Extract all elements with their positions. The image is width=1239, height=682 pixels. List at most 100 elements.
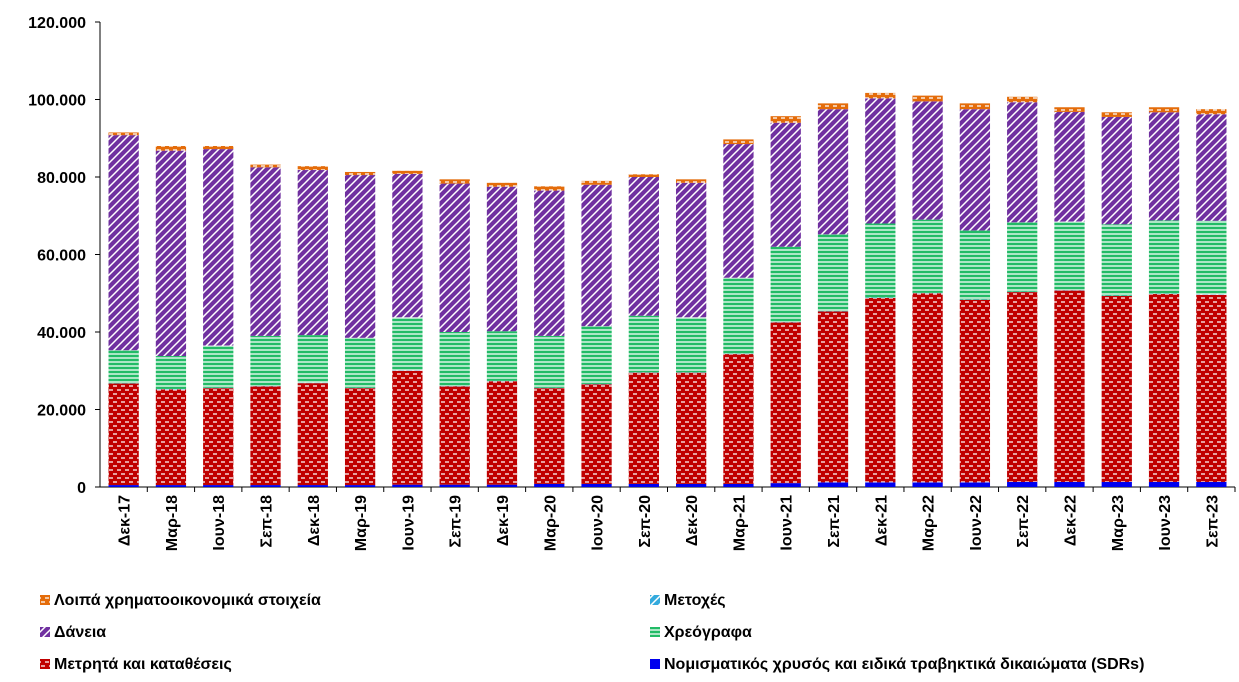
bar-segment [109,132,139,135]
bar-segment [629,316,659,373]
bar-segment [1149,112,1179,220]
bar-segment [1054,107,1084,112]
y-tick-label: 120.000 [28,15,86,32]
x-tick-label: Μαρ-21 [731,495,748,551]
y-tick-label: 60.000 [37,248,86,265]
bar-segment [1196,114,1226,221]
bar-segment [960,300,990,483]
bar-segment [1054,291,1084,482]
bar-segment [440,179,470,183]
bar-segment [203,388,233,485]
bar-segment [392,171,422,174]
bar-segment [629,177,659,316]
legend-swatch [650,627,660,637]
bar-segment [250,386,280,485]
bar-segment [771,247,801,322]
bar-segment [156,151,186,356]
bar-segment [250,485,280,487]
bar-segment [1054,112,1084,222]
bar-segment [1007,97,1037,102]
x-tick-label: Σεπ-21 [826,495,843,548]
bar-segment [392,371,422,485]
bar-segment [298,383,328,485]
x-tick-label: Δεκ-19 [495,495,512,546]
bar-segment [156,485,186,487]
bar-segment [1149,107,1179,112]
bar-segment [865,93,895,98]
bar-segment [818,234,848,311]
bar-segment [818,311,848,482]
bar-segment [1149,220,1179,293]
x-tick-label: Σεπ-23 [1204,495,1221,548]
bar-segment [676,373,706,484]
bar-segment [345,172,375,175]
legend-swatch [650,659,660,669]
x-tick-label: Μαρ-23 [1110,495,1127,551]
bar-segment [1102,117,1132,224]
bar-segment [912,101,942,219]
bar-segment [440,332,470,386]
bar-segment [1007,482,1037,487]
bar-segment [109,350,139,383]
x-tick-label: Ιουν-18 [211,495,228,551]
bar-segment [487,381,517,484]
bar-segment [629,174,659,177]
bar-segment [676,484,706,487]
bar-segment [1102,296,1132,482]
bar-segment [1102,112,1132,117]
bar-segment [960,109,990,230]
bar-segment [487,187,517,332]
bar-segment [156,356,186,389]
bar-segment [250,167,280,336]
bar-segment [912,96,942,102]
x-tick-label: Δεκ-21 [873,495,890,546]
bar-segment [960,103,990,109]
bar-segment [156,146,186,151]
y-tick-label: 80.000 [37,170,86,187]
x-tick-label: Σεπ-18 [259,495,276,548]
bar-segment [960,482,990,487]
x-tick-label: Σεπ-22 [1015,495,1032,548]
bar-segment [771,322,801,483]
bar-segment [487,485,517,487]
bar-segment [1149,482,1179,487]
bar-segment [581,484,611,487]
bar-segment [203,146,233,149]
bar-segment [723,354,753,484]
legend-label: Μετοχές [664,592,726,609]
bar-segment [1196,482,1226,487]
bar-segment [581,384,611,484]
bar-segment [1102,224,1132,295]
bar-segment [109,135,139,350]
bar-segment [392,485,422,487]
x-tick-label: Ιουν-21 [779,495,796,551]
bar-segment [865,98,895,223]
bar-segment [1102,482,1132,487]
bar-segment [392,317,422,370]
bar-segment [912,220,942,293]
bar-segment [1007,292,1037,482]
bar-segment [818,482,848,487]
bar-segment [1054,222,1084,291]
y-tick-label: 100.000 [28,93,86,110]
bar-segment [345,388,375,485]
bar-segment [534,191,564,336]
bar-segment [771,116,801,123]
y-tick-label: 0 [77,480,86,497]
bar-segment [109,485,139,487]
bar-segment [1196,295,1226,482]
x-tick-label: Ιουν-19 [400,495,417,551]
x-tick-label: Ιουν-22 [968,495,985,551]
bar-segment [1196,221,1226,295]
bar-segment [771,483,801,487]
x-tick-label: Ιουν-23 [1157,495,1174,551]
legend-label: Λοιπά χρηματοοικονομικά στοιχεία [54,592,321,609]
legend-label: Νομισματικός χρυσός και ειδικά τραβηκτικ… [664,656,1144,673]
bar-segment [156,389,186,485]
bar-segment [1007,102,1037,222]
y-tick-label: 20.000 [37,403,86,420]
bar-segment [629,373,659,484]
bar-segment [534,484,564,487]
bar-segment [912,293,942,482]
